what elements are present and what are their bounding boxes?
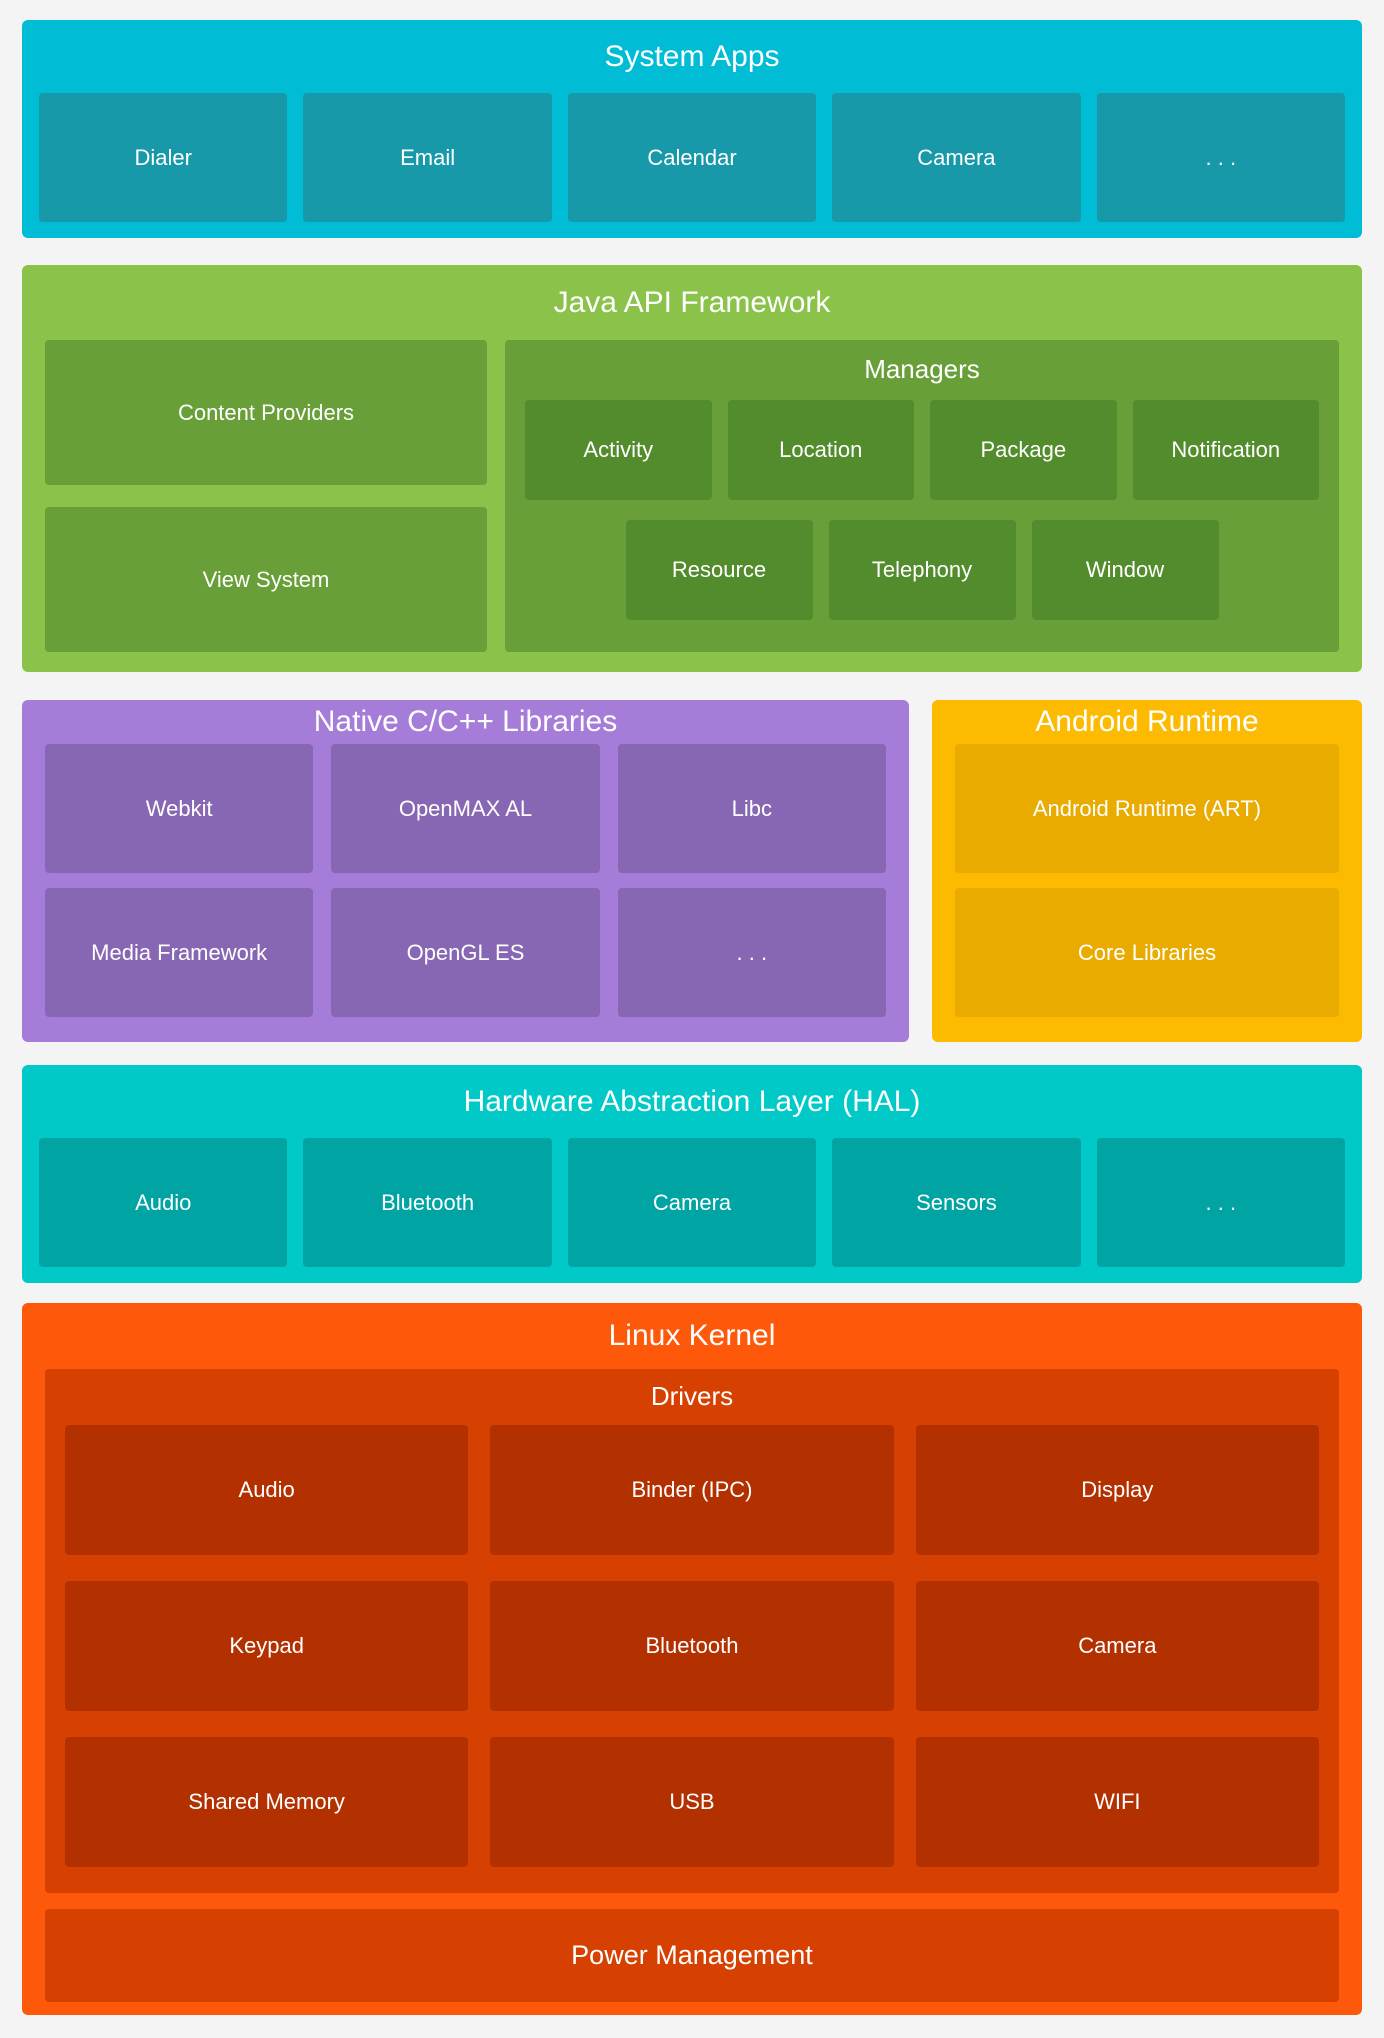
drivers-row-1: Audio Binder (IPC) Display [45,1425,1339,1555]
box-notification-manager: Notification [1132,400,1319,500]
box-display-driver: Display [915,1425,1319,1555]
box-libc: Libc [617,744,886,873]
box-media-framework: Media Framework [45,888,314,1017]
managers-group: Managers Activity Location Package Notif… [505,340,1339,652]
android-runtime-rows: Android Runtime (ART) Core Libraries [932,744,1362,1017]
box-resource-manager: Resource [625,520,813,620]
box-camera-app: Camera [832,93,1081,222]
box-shared-memory-driver: Shared Memory [65,1737,469,1867]
libs-runtime-row: Native C/C++ Libraries Webkit OpenMAX AL… [22,700,1362,1042]
box-usb-driver: USB [490,1737,894,1867]
layer-android-runtime: Android Runtime Android Runtime (ART) Co… [932,700,1362,1042]
box-art: Android Runtime (ART) [955,744,1339,873]
box-camera-hal: Camera [567,1138,817,1267]
layer-native-libraries: Native C/C++ Libraries Webkit OpenMAX AL… [22,700,909,1042]
drivers-row-3: Shared Memory USB WIFI [45,1737,1339,1867]
box-audio-driver: Audio [65,1425,469,1555]
android-runtime-title: Android Runtime [1035,705,1259,738]
drivers-group: Drivers Audio Binder (IPC) Display Keypa… [45,1369,1339,1893]
drivers-row-2: Keypad Bluetooth Camera [45,1581,1339,1711]
box-audio-hal: Audio [39,1138,288,1267]
layer-hal: Hardware Abstraction Layer (HAL) Audio B… [22,1065,1362,1283]
box-content-providers: Content Providers [45,340,487,485]
box-power-management: Power Management [45,1909,1339,2002]
layer-java-api-framework: Java API Framework Content Providers Vie… [22,265,1362,672]
box-wifi-driver: WIFI [915,1737,1319,1867]
managers-row-1: Activity Location Package Notification [505,400,1339,500]
native-libraries-rows: Webkit OpenMAX AL Libc Media Framework O… [22,744,909,1017]
box-telephony-manager: Telephony [828,520,1016,620]
layer-linux-kernel: Linux Kernel Drivers Audio Binder (IPC) … [22,1303,1362,2015]
native-libs-row-2: Media Framework OpenGL ES . . . [45,888,886,1017]
box-more-hal: . . . [1096,1138,1346,1267]
system-apps-row: Dialer Email Calendar Camera . . . [22,93,1362,222]
native-libs-row-1: Webkit OpenMAX AL Libc [45,744,886,873]
box-calendar: Calendar [567,93,817,222]
box-more-apps: . . . [1096,93,1346,222]
layer-system-apps: System Apps Dialer Email Calendar Camera… [22,20,1362,238]
box-openmax-al: OpenMAX AL [331,744,600,873]
box-email: Email [303,93,552,222]
native-libraries-title: Native C/C++ Libraries [313,705,618,738]
box-opengl-es: OpenGL ES [331,888,600,1017]
box-view-system: View System [45,507,487,652]
hal-row: Audio Bluetooth Camera Sensors . . . [22,1138,1362,1267]
box-dialer: Dialer [39,93,288,222]
box-activity-manager: Activity [525,400,712,500]
hal-title: Hardware Abstraction Layer (HAL) [463,1085,921,1118]
managers-title: Managers [864,354,980,384]
box-bluetooth-driver: Bluetooth [490,1581,894,1711]
system-apps-title: System Apps [604,40,780,73]
box-camera-driver: Camera [915,1581,1319,1711]
box-webkit: Webkit [45,744,314,873]
box-binder-ipc-driver: Binder (IPC) [490,1425,894,1555]
drivers-title: Drivers [650,1381,734,1411]
linux-kernel-title: Linux Kernel [608,1319,776,1352]
box-more-libs: . . . [617,888,886,1017]
box-sensors-hal: Sensors [832,1138,1081,1267]
java-api-left-column: Content Providers View System [45,340,487,652]
java-api-body: Content Providers View System Managers A… [22,340,1362,652]
box-core-libraries: Core Libraries [955,888,1339,1017]
box-window-manager: Window [1031,520,1219,620]
box-bluetooth-hal: Bluetooth [303,1138,552,1267]
box-location-manager: Location [727,400,914,500]
java-api-title: Java API Framework [553,286,831,319]
box-package-manager: Package [930,400,1117,500]
box-keypad-driver: Keypad [65,1581,469,1711]
managers-row-2: Resource Telephony Window [505,520,1339,620]
